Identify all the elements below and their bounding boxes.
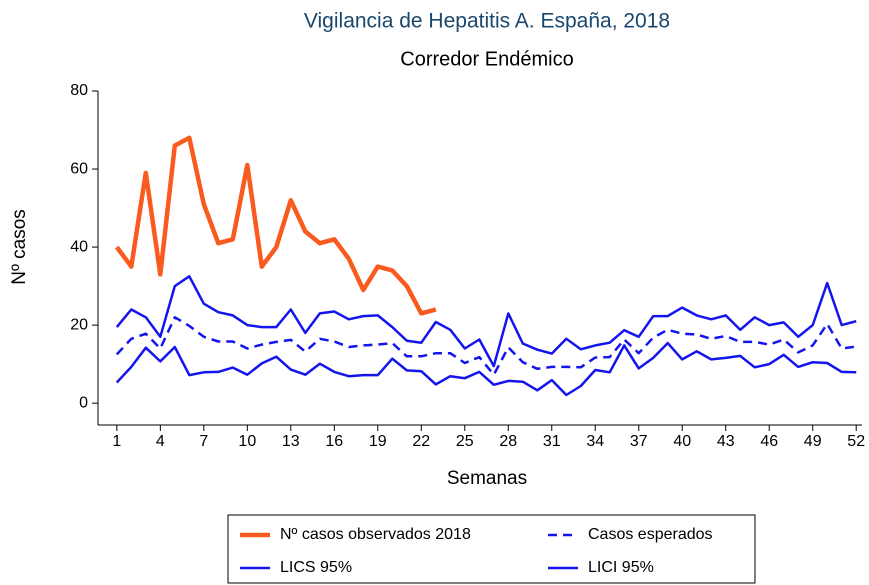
y-tick-label: 80 (70, 82, 88, 99)
x-tick-label: 40 (673, 433, 691, 450)
x-tick-label: 25 (456, 433, 474, 450)
y-axis-label: Nº casos (9, 209, 30, 285)
x-tick-label: 31 (543, 433, 561, 450)
x-tick-label: 10 (238, 433, 256, 450)
chart-subtitle: Corredor Endémico (400, 48, 573, 70)
legend-label: LICS 95% (280, 559, 352, 576)
chart-title: Vigilancia de Hepatitis A. España, 2018 (304, 10, 670, 33)
x-tick-label: 22 (412, 433, 430, 450)
legend-label: Casos esperados (588, 526, 713, 543)
x-tick-label: 49 (804, 433, 822, 450)
legend-label: LICI 95% (588, 559, 654, 576)
series-line (115, 275, 857, 368)
x-tick-label: 52 (847, 433, 865, 450)
y-tick-label: 40 (70, 238, 88, 255)
x-tick-label: 46 (760, 433, 778, 450)
x-axis-label: Semanas (447, 468, 527, 489)
x-tick-label: 7 (199, 433, 208, 450)
x-tick-label: 16 (325, 433, 343, 450)
y-tick-label: 60 (70, 160, 88, 177)
x-tick-label: 37 (630, 433, 648, 450)
series-line (115, 316, 857, 376)
x-tick-label: 13 (282, 433, 300, 450)
series-line (114, 135, 437, 316)
x-tick-label: 19 (369, 433, 387, 450)
series-line (115, 341, 857, 397)
x-tick-label: 43 (717, 433, 735, 450)
legend-box (227, 514, 756, 584)
y-tick-label: 0 (79, 394, 88, 411)
x-tick-label: 4 (156, 433, 165, 450)
legend-label: Nº casos observados 2018 (280, 526, 471, 543)
y-tick-label: 20 (70, 316, 88, 333)
x-tick-label: 1 (112, 433, 121, 450)
x-tick-label: 28 (499, 433, 517, 450)
x-tick-label: 34 (586, 433, 604, 450)
